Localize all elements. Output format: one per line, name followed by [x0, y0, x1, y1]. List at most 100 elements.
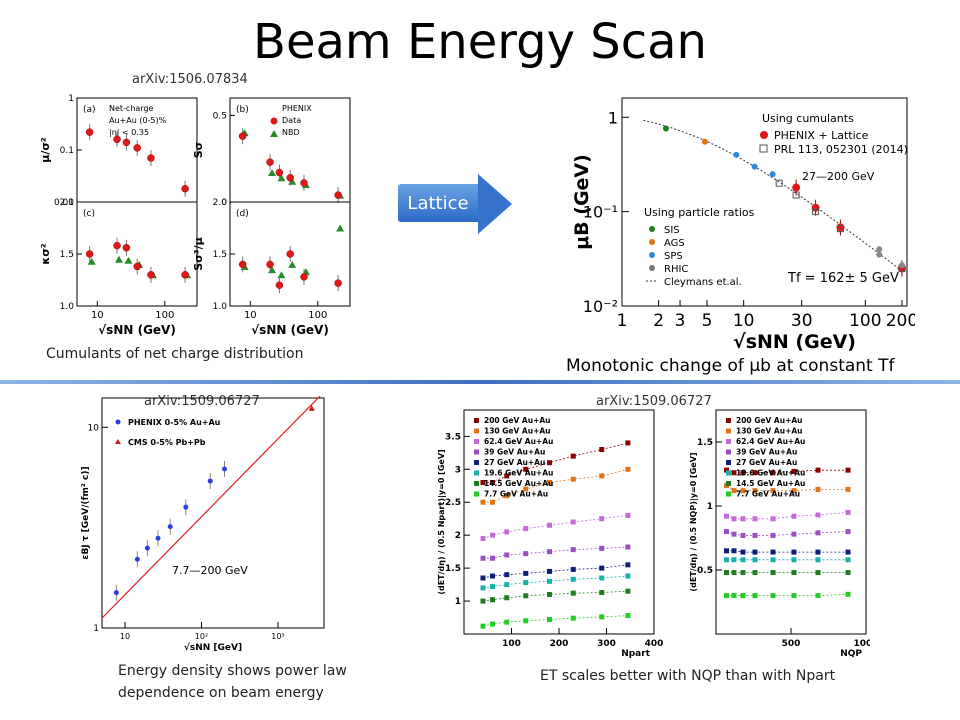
legend-marker — [649, 252, 655, 258]
data-point — [815, 570, 821, 576]
legend-text: CMS 0-5% Pb+Pb — [128, 438, 206, 447]
data-point — [490, 597, 495, 603]
y-tick-label: 1 — [93, 624, 99, 634]
y-tick-label: 3.5 — [445, 432, 461, 442]
data-point — [599, 589, 605, 595]
legend-text: AGS — [664, 238, 685, 249]
data-point — [752, 532, 758, 538]
caption-et-scaling: ET scales better with NQP than with Npar… — [540, 668, 836, 684]
data-point — [770, 470, 776, 476]
ratio-point — [701, 138, 708, 145]
legend-text: 130 GeV Au+Au — [484, 427, 551, 436]
x-tick-label: 100 — [155, 310, 174, 321]
data-point — [625, 440, 631, 446]
y-tick-label: 1 — [707, 502, 713, 512]
x-tick-label: 5 — [702, 311, 713, 331]
x-axis-label: Npart — [621, 649, 650, 659]
x-tick-label: 1 — [617, 311, 628, 331]
data-point — [724, 593, 729, 599]
data-point — [740, 593, 746, 599]
x-tick-label: 10 — [244, 310, 257, 321]
y-tick-label: 10 — [88, 423, 100, 433]
plot-frame — [621, 97, 908, 307]
nbd-point — [277, 271, 286, 279]
data-point — [791, 468, 797, 474]
data-point — [490, 479, 495, 485]
data-point — [523, 618, 529, 624]
data-point — [547, 617, 552, 623]
data-point — [504, 552, 510, 558]
legend-marker — [474, 428, 479, 434]
phenix-point — [144, 545, 150, 551]
data-point — [724, 529, 729, 535]
series-line — [482, 515, 628, 539]
legend-marker-phenix — [760, 131, 768, 139]
data-point — [490, 532, 495, 538]
data-point — [113, 241, 121, 250]
nbd-point — [336, 224, 345, 232]
annotation-tf: Tf = 162± 5 GeV — [787, 271, 899, 286]
data-point — [286, 173, 294, 182]
y-tick-label: 1.0 — [60, 302, 75, 312]
x-tick-label: 10 — [120, 632, 130, 641]
legend-marker — [649, 226, 655, 232]
data-point — [845, 591, 851, 597]
data-point — [791, 570, 797, 576]
y-tick-label: 2.0 — [213, 198, 228, 208]
legend-text: PHENIX — [282, 104, 312, 113]
x-tick-label: 2 — [653, 311, 664, 331]
y-tick-label: 0 — [221, 198, 227, 208]
data-point — [625, 512, 631, 518]
data-point — [275, 168, 284, 177]
data-point — [740, 549, 746, 555]
caption-mub-text: Monotonic change of μb at constant Tf — [566, 356, 895, 376]
x-axis-label: √sNN [GeV] — [184, 642, 242, 652]
y-tick-label: 1.5 — [445, 564, 461, 574]
legend-text: Cleymans et.al. — [664, 277, 742, 288]
legend-text: SPS — [664, 251, 683, 262]
legend-text: 200 GeV Au+Au — [736, 416, 803, 425]
data-point — [490, 555, 495, 561]
legend-marker — [726, 481, 731, 486]
legend-text: 27 GeV Au+Au — [736, 458, 797, 467]
data-point — [752, 570, 758, 576]
data-point — [752, 516, 758, 522]
legend-marker — [649, 239, 655, 245]
ratio-point — [769, 171, 776, 178]
panel-label: (d) — [236, 209, 249, 219]
data-point — [504, 619, 510, 625]
legend-text: 27 GeV Au+Au — [484, 458, 545, 467]
legend-text: 19.6 GeV Au+Au — [484, 469, 553, 478]
data-point — [147, 154, 155, 162]
caption-energy-density: Energy density shows power law dependenc… — [118, 660, 347, 704]
data-point — [266, 260, 274, 269]
data-point — [238, 260, 247, 269]
data-point — [625, 613, 631, 619]
legend-text: NBD — [282, 128, 300, 137]
nbd-point — [87, 257, 96, 265]
data-point — [845, 529, 851, 535]
prl-point — [792, 191, 800, 199]
data-point — [731, 548, 737, 554]
legend-marker — [726, 460, 731, 465]
legend-text: Au+Au (0-5)% — [109, 116, 167, 125]
x-tick-label: 300 — [597, 639, 616, 649]
x-tick-label: 500 — [782, 639, 801, 649]
y-tick-label: 0.5 — [697, 566, 713, 576]
data-point — [480, 575, 486, 581]
x-tick-label: 3 — [675, 311, 686, 331]
phenix-point — [811, 203, 820, 212]
legend-marker-phenix — [115, 419, 121, 425]
prl-point — [812, 208, 820, 216]
data-point — [181, 184, 189, 193]
legend-text: SIS — [664, 225, 680, 236]
lattice-arrow-label: Lattice — [398, 184, 478, 222]
data-point — [599, 614, 605, 620]
legend-text: RHIC — [664, 264, 688, 275]
x-tick-label: 10² — [195, 632, 208, 641]
data-point — [770, 593, 776, 599]
data-point — [275, 281, 284, 289]
data-point — [731, 488, 737, 494]
x-tick-label: 100 — [849, 311, 881, 331]
